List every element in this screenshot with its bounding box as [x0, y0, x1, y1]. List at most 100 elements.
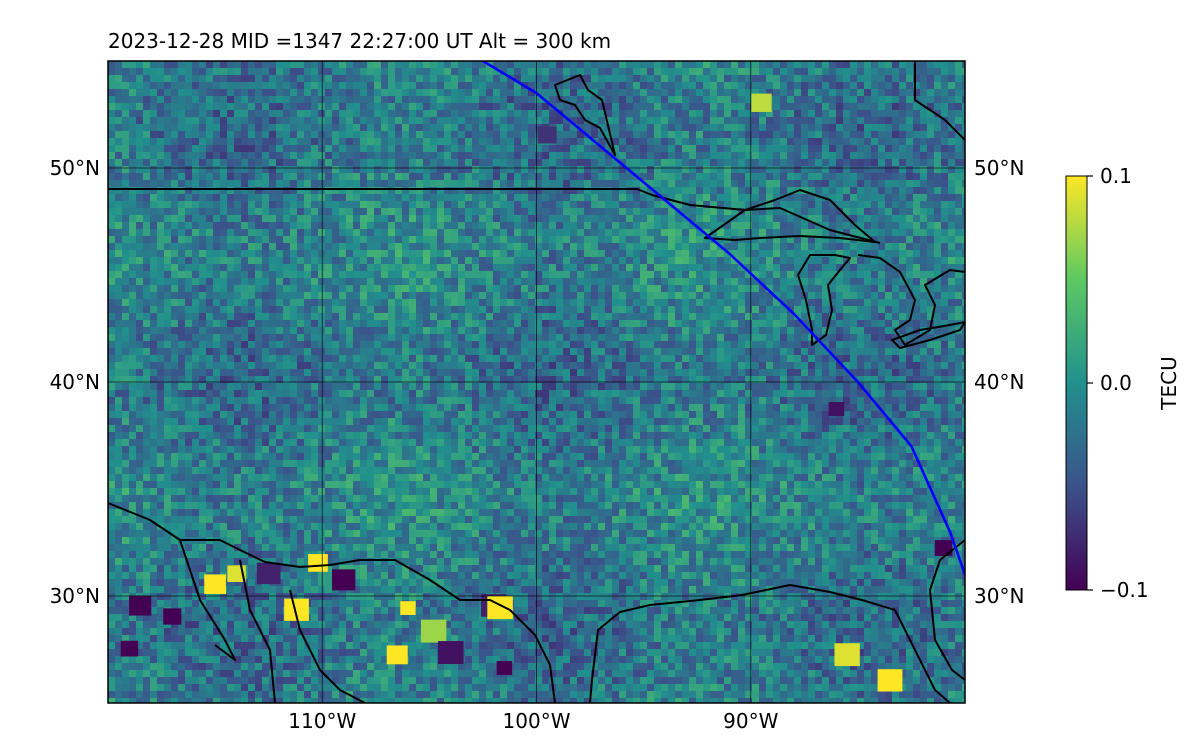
tec-cell: [129, 110, 137, 118]
tec-cell: [850, 208, 858, 216]
tec-cell: [416, 236, 424, 244]
tec-cell: [465, 334, 473, 342]
tec-cell: [528, 145, 536, 153]
tec-cell: [262, 89, 270, 97]
tec-cell: [185, 166, 193, 174]
tec-cell: [927, 285, 935, 293]
tec-cell: [297, 103, 305, 111]
tec-cell: [227, 145, 235, 153]
tec-cell: [857, 299, 865, 307]
tec-cell: [367, 68, 375, 76]
tec-cell: [584, 194, 592, 202]
tec-cell: [927, 131, 935, 139]
tec-cell: [808, 138, 816, 146]
tec-cell: [773, 215, 781, 223]
tec-cell: [395, 222, 403, 230]
tec-cell: [521, 229, 529, 237]
tec-cell: [500, 320, 508, 328]
tec-cell: [206, 264, 214, 272]
tec-cell: [570, 187, 578, 195]
tec-cell: [794, 145, 802, 153]
tec-cell: [696, 236, 704, 244]
tec-cell: [885, 334, 893, 342]
tec-cell: [311, 145, 319, 153]
tec-cell: [164, 243, 172, 251]
tec-cell: [262, 271, 270, 279]
tec-cell: [521, 208, 529, 216]
tec-cell: [325, 229, 333, 237]
tec-cell: [787, 75, 795, 83]
tec-cell: [472, 264, 480, 272]
tec-cell: [122, 159, 130, 167]
tec-cell: [591, 250, 599, 258]
tec-cell: [339, 278, 347, 286]
tec-cell: [822, 61, 830, 69]
tec-cell: [451, 292, 459, 300]
tec-cell: [318, 152, 326, 160]
tec-cell: [458, 166, 466, 174]
tec-cell: [654, 117, 662, 125]
tec-cell: [780, 61, 788, 69]
tec-cell: [423, 166, 431, 174]
tec-cell: [570, 138, 578, 146]
tec-cell: [115, 292, 123, 300]
tec-cell: [857, 313, 865, 321]
tec-cell: [402, 166, 410, 174]
tec-cell: [374, 215, 382, 223]
tec-cell: [801, 313, 809, 321]
tec-cell: [885, 292, 893, 300]
tec-cell: [563, 334, 571, 342]
tec-cell: [626, 173, 634, 181]
tec-cell: [773, 320, 781, 328]
tec-cell: [213, 299, 221, 307]
tec-cell: [584, 110, 592, 118]
tec-cell: [507, 313, 515, 321]
tec-cell: [507, 103, 515, 111]
tec-cell: [353, 68, 361, 76]
tec-cell: [150, 306, 158, 314]
tec-cell: [514, 271, 522, 279]
tec-cell: [661, 75, 669, 83]
tec-cell: [486, 110, 494, 118]
tec-cell: [381, 96, 389, 104]
tec-cell: [381, 145, 389, 153]
tec-cell: [815, 201, 823, 209]
tec-cell: [402, 243, 410, 251]
tec-cell: [556, 236, 564, 244]
tec-cell: [353, 306, 361, 314]
tec-cell: [178, 264, 186, 272]
tec-cell: [297, 222, 305, 230]
tec-cell: [563, 110, 571, 118]
tec-cell: [213, 117, 221, 125]
tec-cell: [773, 187, 781, 195]
tec-cell: [710, 278, 718, 286]
tec-cell: [360, 208, 368, 216]
tec-cell: [381, 229, 389, 237]
tec-cell: [255, 117, 263, 125]
tec-cell: [157, 117, 165, 125]
tec-cell: [479, 306, 487, 314]
tec-cell: [815, 187, 823, 195]
tec-cell: [500, 313, 508, 321]
tec-cell: [129, 313, 137, 321]
tec-cell: [409, 180, 417, 188]
tec-cell: [759, 313, 767, 321]
tec-cell: [122, 278, 130, 286]
tec-cell: [136, 138, 144, 146]
tec-cell: [472, 278, 480, 286]
tec-cell: [255, 292, 263, 300]
tec-cell: [206, 166, 214, 174]
tec-cell: [801, 68, 809, 76]
tec-cell: [514, 222, 522, 230]
tec-cell: [577, 320, 585, 328]
tec-cell: [374, 320, 382, 328]
tec-cell: [885, 68, 893, 76]
tec-cell: [780, 180, 788, 188]
tec-cell: [703, 306, 711, 314]
tec-cell: [402, 285, 410, 293]
tec-cell: [353, 313, 361, 321]
tec-cell: [157, 313, 165, 321]
tec-cell: [836, 243, 844, 251]
tec-cell: [647, 103, 655, 111]
tec-cell: [115, 278, 123, 286]
